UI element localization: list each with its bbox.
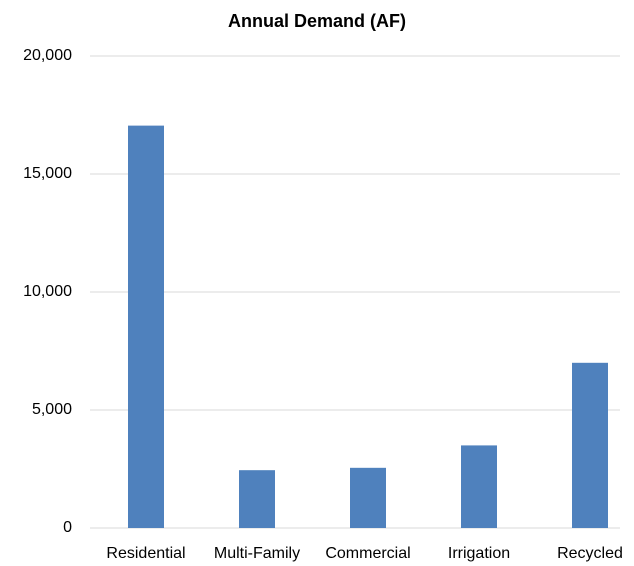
- y-tick-label: 0: [63, 519, 72, 536]
- bar: [461, 445, 497, 528]
- x-tick-label: Multi-Family: [214, 545, 300, 562]
- bar: [350, 467, 386, 528]
- bar: [128, 125, 164, 529]
- x-tick-label: Irrigation: [448, 545, 510, 562]
- bar: [239, 470, 275, 528]
- bar: [572, 362, 608, 528]
- y-tick-label: 10,000: [23, 283, 72, 300]
- x-tick-label: Commercial: [325, 545, 410, 562]
- x-tick-label: Residential: [106, 545, 185, 562]
- y-tick-label: 15,000: [23, 165, 72, 182]
- chart-title: Annual Demand (AF): [228, 11, 406, 31]
- y-tick-label: 5,000: [32, 401, 72, 418]
- x-tick-label: Recycled: [557, 545, 623, 562]
- y-tick-label: 20,000: [23, 47, 72, 64]
